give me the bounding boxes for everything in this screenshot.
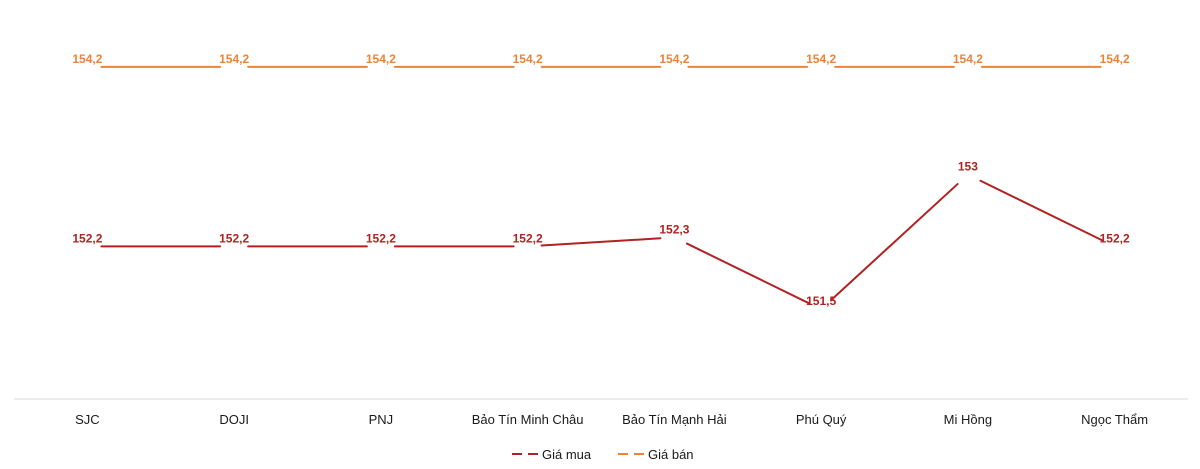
- x-tick-label-2: PNJ: [369, 412, 394, 427]
- x-tick-label-6: Mi Hồng: [944, 412, 992, 427]
- data-label-gia-mua-2: 152,2: [366, 231, 396, 245]
- data-label-gia-ban-0: 154,2: [72, 52, 102, 66]
- x-tick-label-0: SJC: [75, 412, 100, 427]
- x-tick-label-1: DOJI: [219, 412, 249, 427]
- x-tick-label-4: Bảo Tín Mạnh Hải: [622, 412, 727, 427]
- data-label-gia-mua-3: 152,2: [513, 231, 543, 245]
- data-label-gia-ban-1: 154,2: [219, 52, 249, 66]
- series-line-gia-mua-segment-6: [979, 179, 1104, 242]
- data-label-gia-mua-1: 152,2: [219, 231, 249, 245]
- data-label-gia-ban-5: 154,2: [806, 52, 836, 66]
- data-label-gia-ban-4: 154,2: [659, 52, 689, 66]
- x-tick-label-7: Ngọc Thẩm: [1081, 412, 1148, 427]
- data-label-gia-ban-6: 154,2: [953, 52, 983, 66]
- data-label-gia-mua-7: 152,2: [1100, 231, 1130, 245]
- data-label-gia-ban-7: 154,2: [1100, 52, 1130, 66]
- legend-label-gia-ban: Giá bán: [648, 447, 694, 462]
- series-layer: [100, 65, 1104, 305]
- data-label-gia-mua-6: 153: [958, 160, 978, 174]
- x-tick-label-3: Bảo Tín Minh Châu: [472, 412, 584, 427]
- legend-label-gia-mua: Giá mua: [542, 447, 592, 462]
- legend-item-gia-mua: Giá mua: [512, 447, 592, 462]
- series-line-gia-mua-segment-5: [830, 183, 959, 301]
- data-label-gia-ban-2: 154,2: [366, 52, 396, 66]
- series-line-gia-mua-segment-4: [685, 242, 810, 305]
- data-label-layer: 152,2 152,2 152,2 152,2 152,3 151,5 153 152,2 15…: [72, 52, 1130, 308]
- legend: Giá mua Giá bán: [512, 447, 694, 462]
- legend-item-gia-ban: Giá bán: [618, 447, 694, 462]
- x-tick-layer: SJC DOJI PNJ Bảo Tín Minh Châu Bảo Tín Mạnh …: [75, 412, 1148, 427]
- data-label-gia-ban-3: 154,2: [513, 52, 543, 66]
- data-label-gia-mua-0: 152,2: [72, 231, 102, 245]
- data-label-gia-mua-4: 152,3: [659, 222, 689, 236]
- x-tick-label-5: Phú Quý: [796, 412, 847, 427]
- series-line-gia-mua-segment-3: [540, 237, 662, 247]
- data-label-gia-mua-5: 151,5: [806, 294, 836, 308]
